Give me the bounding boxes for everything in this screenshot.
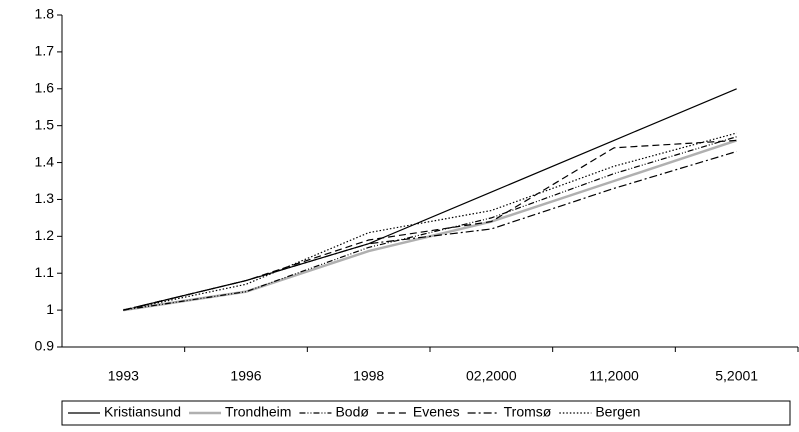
y-tick-label: 1.1 — [35, 264, 55, 280]
y-tick-label: 1 — [46, 301, 54, 317]
x-tick-label: 11,2000 — [589, 368, 639, 384]
series-line — [123, 132, 737, 311]
y-tick-label: 1.5 — [35, 116, 55, 132]
y-tick-label: 0.9 — [35, 338, 55, 354]
y-tick-label: 1.7 — [35, 43, 55, 59]
y-tick-label: 1.8 — [35, 6, 55, 22]
y-tick-label: 1.2 — [35, 227, 55, 243]
x-tick-label: 1993 — [108, 368, 139, 384]
series-line — [123, 139, 738, 312]
y-tick-label: 1.6 — [35, 79, 55, 95]
legend-box — [61, 400, 791, 426]
x-tick-label: 5,2001 — [715, 368, 758, 384]
x-tick-label: 02,2000 — [466, 368, 517, 384]
legend-label: Bergen — [595, 404, 640, 420]
series-line — [123, 139, 737, 311]
legend-label: Kristiansund — [104, 404, 181, 420]
y-tick-label: 1.4 — [35, 153, 55, 169]
legend-label: Trondheim — [225, 404, 291, 420]
legend-label: Evenes — [413, 404, 460, 420]
legend-label: Tromsø — [504, 404, 552, 420]
x-tick-label: 1996 — [230, 368, 261, 384]
series-line — [123, 136, 737, 311]
x-tick-label: 1998 — [353, 368, 384, 384]
series-line — [123, 88, 737, 311]
y-tick-label: 1.3 — [35, 190, 55, 206]
legend-label: Bodø — [335, 404, 369, 420]
series-line — [123, 150, 737, 311]
